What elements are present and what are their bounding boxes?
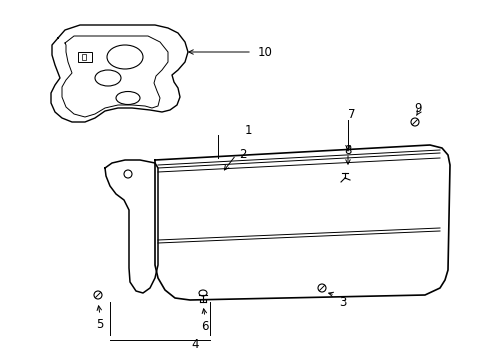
Text: 6: 6 (201, 320, 208, 333)
Text: 9: 9 (413, 102, 421, 114)
Bar (78, 52, 92, 62)
Text: 1: 1 (244, 123, 251, 136)
Text: 3: 3 (339, 296, 346, 309)
Bar (82, 54, 86, 60)
Text: 8: 8 (344, 144, 351, 157)
Text: 10: 10 (257, 45, 272, 58)
Text: 7: 7 (347, 108, 355, 122)
Text: 4: 4 (191, 338, 198, 351)
Text: 5: 5 (96, 319, 103, 332)
Text: 2: 2 (239, 148, 246, 162)
